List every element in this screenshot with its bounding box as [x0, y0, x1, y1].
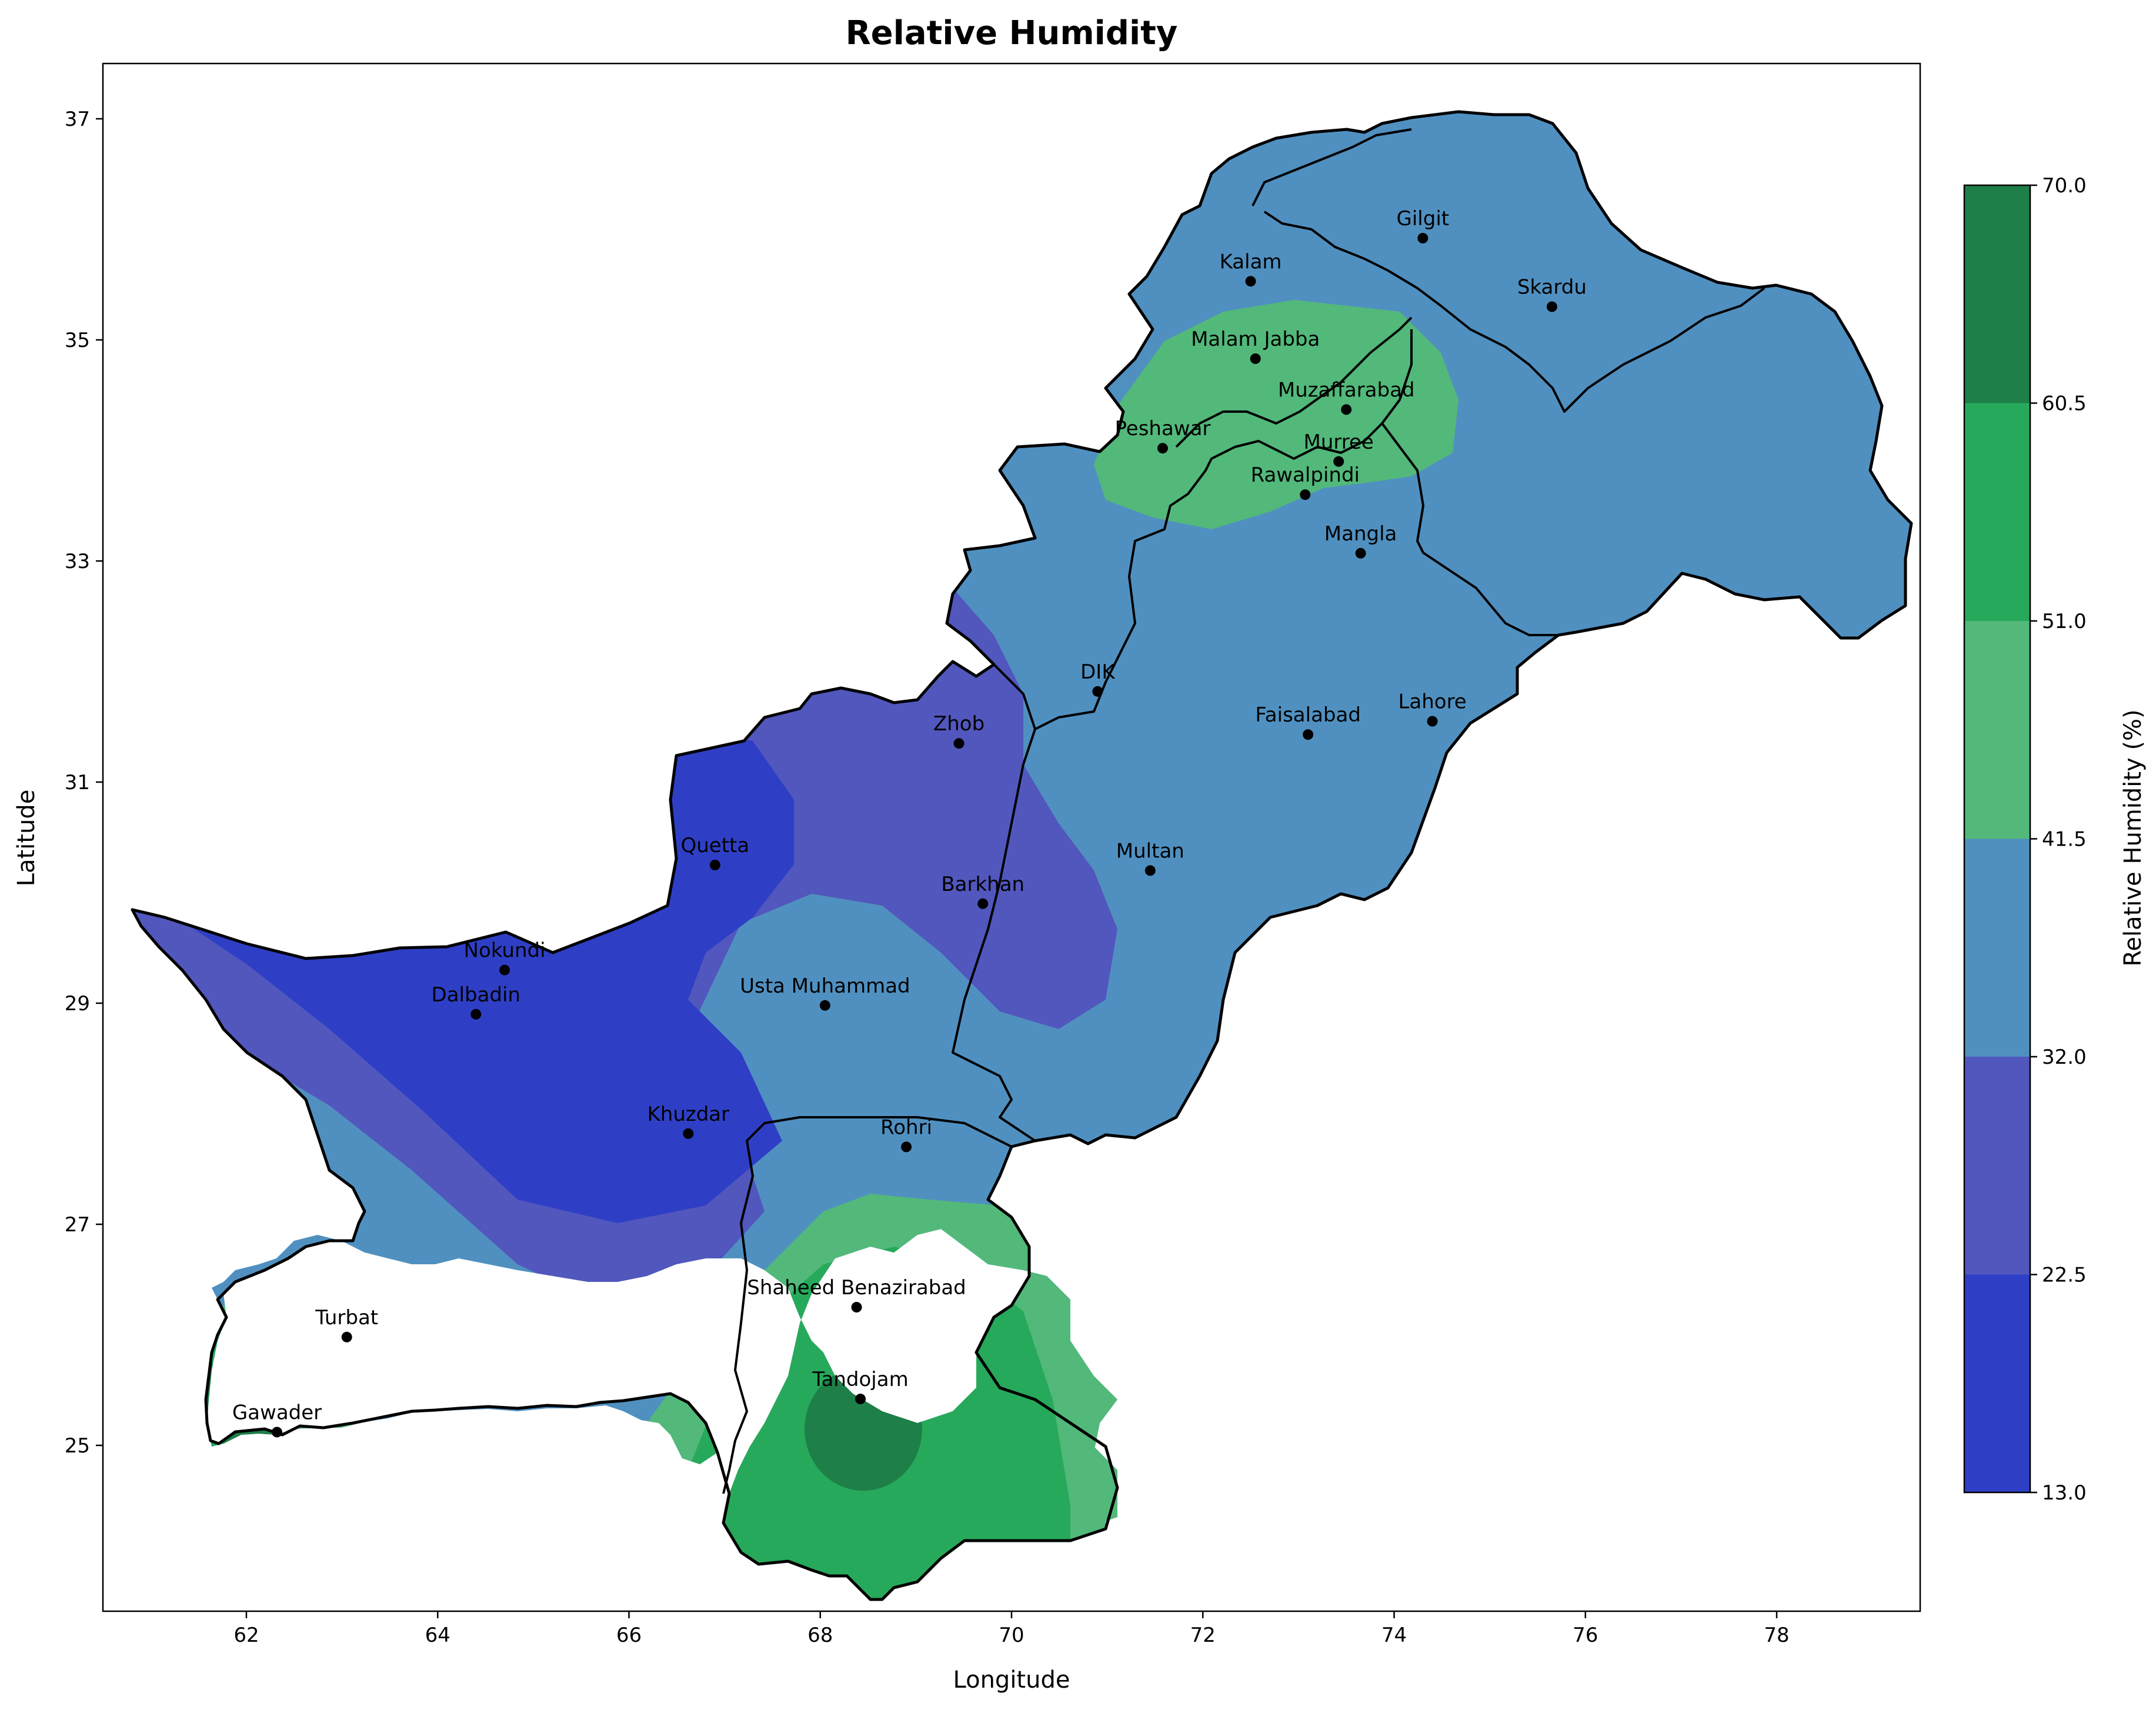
station-dot	[1300, 489, 1311, 500]
colorbar-tick-label: 13.0	[2042, 1481, 2087, 1505]
chart-title: Relative Humidity	[846, 14, 1178, 52]
station-dot	[470, 1008, 482, 1020]
station-label: Peshawar	[1114, 417, 1210, 440]
y-tick-label: 37	[65, 108, 90, 131]
colorbar: 13.0 22.5 32.0 41.5 51.0 60.5 70.0	[1963, 174, 2087, 1505]
station-label: Muzaffarabad	[1278, 378, 1415, 402]
station-label: Lahore	[1398, 690, 1466, 714]
station-label: Turbat	[315, 1306, 378, 1330]
x-tick-label: 64	[425, 1624, 450, 1647]
station-label: Khuzdar	[647, 1103, 729, 1126]
station-dot	[1546, 301, 1557, 312]
station-dot	[1250, 353, 1261, 364]
station-dot	[499, 964, 510, 976]
y-axis-label: Latitude	[13, 790, 40, 887]
station-label: Usta Muhammad	[740, 974, 910, 998]
station-dot	[1333, 456, 1344, 467]
colorbar-segment	[1964, 403, 2030, 621]
station-dot	[1245, 276, 1256, 287]
station-dot	[1355, 547, 1366, 559]
station-dot	[1144, 865, 1156, 876]
x-tick-label: 70	[999, 1624, 1024, 1647]
x-tick-label: 66	[616, 1624, 642, 1647]
x-tick-label: 76	[1573, 1624, 1598, 1647]
station-label: Shaheed Benazirabad	[747, 1276, 966, 1300]
colorbar-tick-label: 22.5	[2042, 1264, 2087, 1287]
colorbar-segment	[1964, 621, 2030, 839]
y-axis: 25 27 29 31 33 35 37	[65, 108, 103, 1458]
colorbar-segment	[1964, 1274, 2030, 1492]
y-tick-label: 33	[65, 550, 90, 573]
station-label: Barkhan	[941, 873, 1024, 896]
x-tick-label: 72	[1190, 1624, 1216, 1647]
station-label: Faisalabad	[1255, 703, 1361, 727]
station-dot	[1157, 443, 1168, 454]
colorbar-tick-label: 60.5	[2042, 392, 2087, 416]
station-label: Zhob	[933, 712, 984, 736]
colorbar-segment	[1964, 839, 2030, 1057]
station-dot	[1427, 716, 1438, 727]
colorbar-label: Relative Humidity (%)	[2120, 709, 2147, 966]
station-dot	[709, 860, 720, 870]
x-tick-label: 74	[1381, 1624, 1407, 1647]
x-axis-label: Longitude	[953, 1666, 1070, 1694]
station-label: Gilgit	[1397, 207, 1450, 231]
x-axis: 62 64 66 68 70 72 74 76 78	[233, 1611, 1790, 1647]
province-borders	[722, 128, 1765, 1494]
station-dot	[1417, 233, 1429, 244]
station-dot	[271, 1427, 282, 1438]
x-tick-label: 62	[233, 1624, 259, 1647]
station-dot	[683, 1128, 694, 1139]
station-label: Dalbadin	[432, 983, 520, 1007]
station-label: DIK	[1080, 660, 1116, 684]
station-label: Gawader	[232, 1401, 322, 1424]
colorbar-tick-label: 41.5	[2042, 828, 2087, 851]
station-dot	[1303, 729, 1314, 740]
station-label: Kalam	[1220, 250, 1282, 273]
station-dot	[1341, 404, 1352, 415]
colorbar-segment	[1964, 185, 2030, 403]
station-dot	[977, 898, 989, 909]
station-dot	[855, 1394, 866, 1405]
x-tick-label: 78	[1764, 1624, 1789, 1647]
station-label: Rohri	[880, 1115, 932, 1139]
y-tick-label: 29	[65, 992, 90, 1016]
station-label: Murree	[1304, 430, 1374, 454]
y-tick-label: 25	[65, 1434, 90, 1458]
colorbar-segment	[1964, 1057, 2030, 1275]
colorbar-tick-label: 51.0	[2042, 610, 2087, 633]
y-tick-label: 31	[65, 771, 90, 794]
station-dot	[341, 1331, 352, 1342]
y-tick-label: 35	[65, 329, 90, 352]
colorbar-tick-label: 32.0	[2042, 1046, 2087, 1069]
station-label: Nokundi	[464, 939, 546, 963]
colorbar-tick-label: 70.0	[2042, 174, 2087, 198]
y-tick-label: 27	[65, 1213, 90, 1237]
station-label: Quetta	[680, 834, 749, 857]
station-label: Skardu	[1517, 276, 1587, 299]
station-dot	[1092, 686, 1103, 697]
station-markers: Gilgit Kalam Skardu Malam Jabba Muzaffarabad…	[232, 207, 1587, 1438]
station-label: Malam Jabba	[1191, 328, 1320, 351]
station-dot	[953, 738, 964, 749]
station-dot	[819, 1000, 830, 1011]
x-tick-label: 68	[807, 1624, 833, 1647]
station-label: Rawalpindi	[1251, 463, 1360, 487]
station-label: Tandojam	[812, 1368, 908, 1391]
station-dot	[851, 1302, 862, 1312]
station-label: Multan	[1116, 839, 1184, 863]
country-border	[131, 110, 1913, 1601]
station-dot	[901, 1141, 912, 1153]
station-label: Mangla	[1324, 522, 1397, 546]
